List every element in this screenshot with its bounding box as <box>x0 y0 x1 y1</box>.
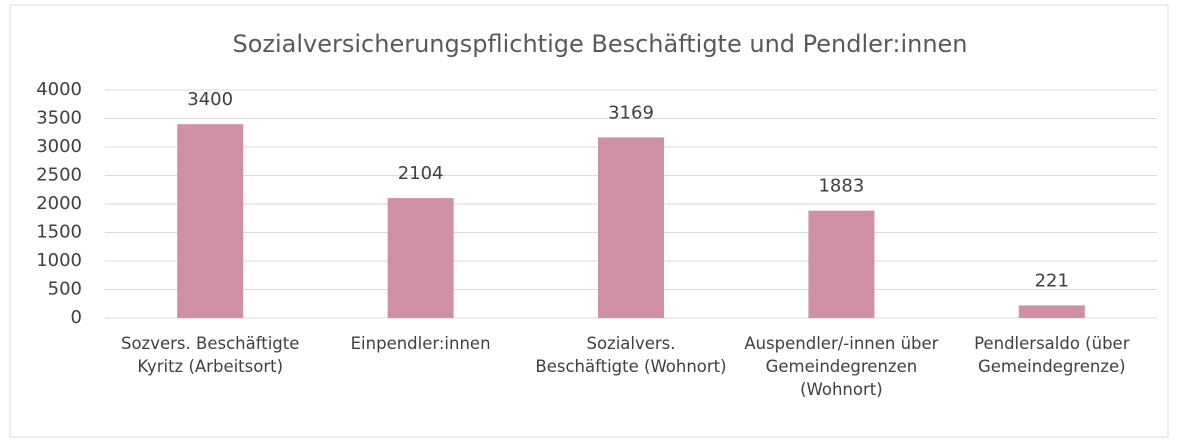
chart-title: Sozialversicherungspflichtige Beschäftig… <box>232 30 967 58</box>
x-tick-label: Pendlersaldo (über Gemeindegrenze) <box>974 334 1130 376</box>
y-tick-label: 2000 <box>36 193 82 214</box>
y-tick-label: 4000 <box>36 79 82 100</box>
data-label: 221 <box>1035 270 1069 291</box>
data-label: 3400 <box>187 89 233 110</box>
y-tick-label: 3500 <box>36 108 82 129</box>
bar <box>808 210 875 318</box>
x-tick-label: Sozvers. Beschäftigte Kyritz (Arbeitsort… <box>120 334 300 376</box>
bar <box>177 124 244 318</box>
y-tick-label: 500 <box>48 279 82 300</box>
y-tick-label: 0 <box>71 307 82 328</box>
bar <box>598 137 664 318</box>
bar <box>387 198 454 318</box>
x-tick-label: Einpendler:innen <box>350 334 491 353</box>
y-tick-label: 1500 <box>36 222 82 243</box>
y-tick-label: 2500 <box>36 165 82 186</box>
data-label: 3169 <box>608 102 654 123</box>
x-tick-label: Sozialvers. Beschäftigte (Wohnort) <box>535 334 727 376</box>
y-tick-label: 1000 <box>36 250 82 271</box>
bar <box>1018 305 1085 318</box>
data-label: 2104 <box>398 163 444 184</box>
x-tick-label: Auspendler/-innen über Gemeindegrenzen (… <box>744 334 939 399</box>
y-tick-label: 3000 <box>36 136 82 157</box>
data-label: 1883 <box>818 176 864 197</box>
